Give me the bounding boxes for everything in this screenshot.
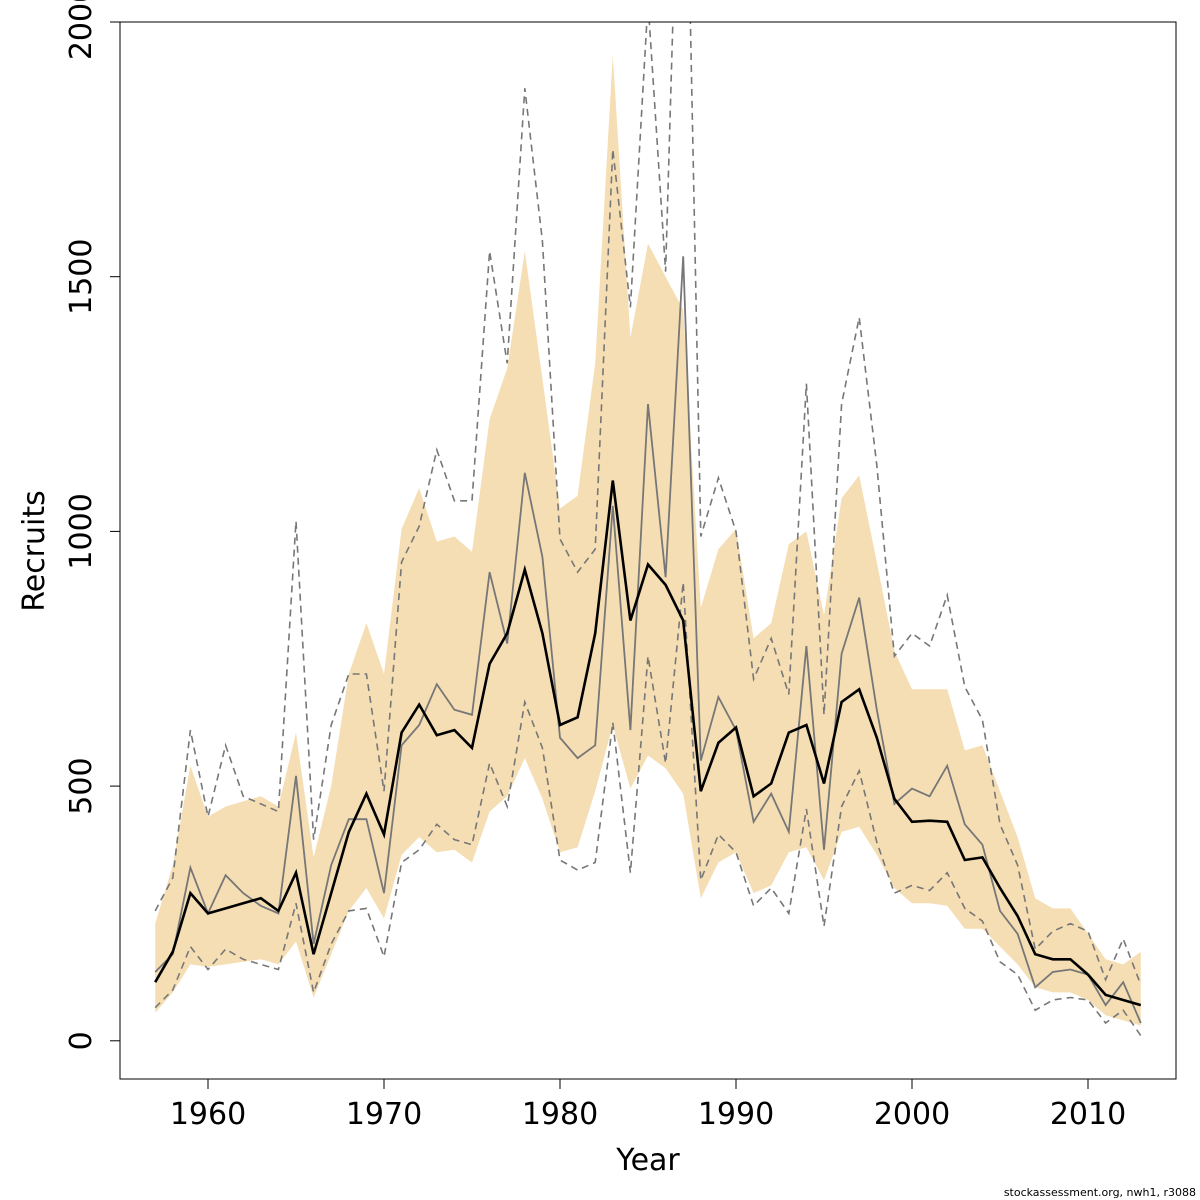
y-tick-label: 500 [64,757,99,814]
y-tick-label: 0 [64,1031,99,1050]
x-tick-label: 2010 [1050,1097,1126,1132]
x-tick-label: 1970 [346,1097,422,1132]
comparison-lower-dashed-line [154,582,1142,1037]
estimate-line [154,480,1142,1007]
x-tick-label: 1980 [522,1097,598,1132]
x-tick-label: 1990 [698,1097,774,1132]
comparison-line [154,256,1142,1024]
footer-credit: stockassessment.org, nwh1, r3088 [1004,1186,1196,1199]
x-tick-label: 1960 [170,1097,246,1132]
y-axis-title: Recruits [17,490,52,612]
x-tick-label: 2000 [874,1097,950,1132]
y-tick-label: 1000 [64,493,99,569]
plot-marks [154,22,1142,1037]
y-tick-label: 2000 [64,0,99,60]
x-axis-title: Year [615,1143,680,1178]
y-axis: 0 500 1000 1500 2000 [64,0,121,1050]
plot-area [154,22,1142,1037]
confidence-band [155,55,1141,1026]
y-tick-label: 1500 [64,239,99,315]
x-axis: 1960 1970 1980 1990 2000 2010 [170,1078,1126,1132]
